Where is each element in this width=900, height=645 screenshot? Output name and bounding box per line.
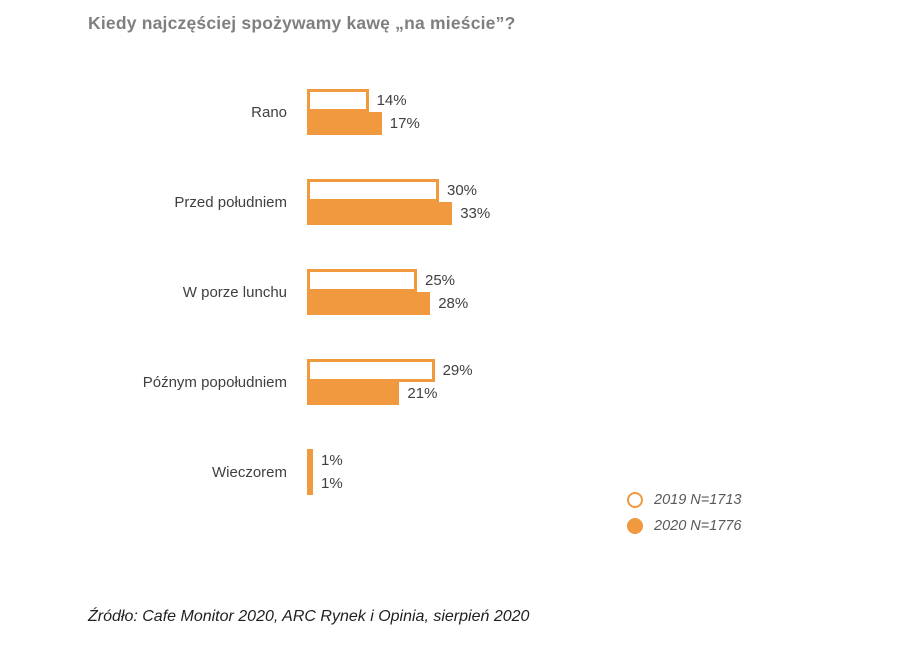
value-label-2019: 30% [447, 182, 478, 199]
bar-2020 [307, 112, 382, 135]
legend-label-2019: 2019 N=1713 [654, 492, 742, 508]
bar-2019 [307, 179, 439, 202]
bar-2019 [307, 269, 417, 292]
bar-2020 [307, 472, 313, 495]
legend-item-2020: 2020 N=1776 [627, 513, 741, 539]
bar-2020 [307, 202, 453, 225]
bar-2019 [307, 89, 369, 112]
value-label-2019: 29% [442, 362, 473, 379]
bar-2019 [307, 359, 435, 382]
category-label: Przed południem [174, 193, 287, 211]
circle-outline-icon [627, 492, 643, 508]
category-label: Wieczorem [211, 463, 287, 481]
category-label: W porze lunchu [182, 283, 287, 301]
value-label-2019: 25% [425, 272, 456, 289]
value-label-2019: 14% [376, 92, 407, 109]
source-citation: Źródło: Cafe Monitor 2020, ARC Rynek i O… [88, 608, 530, 625]
bar-group: Wieczorem 1% 1% [0, 449, 900, 495]
legend: 2019 N=1713 2020 N=1776 [627, 487, 741, 539]
bar-pair: 25% 28% [307, 269, 468, 315]
bar-group: Rano 14% 17% [0, 89, 900, 135]
bar-pair: 14% 17% [307, 89, 420, 135]
bar-group: Późnym popołudniem 29% 21% [0, 359, 900, 405]
value-label-2020: 21% [407, 385, 438, 402]
category-label: Późnym popołudniem [142, 373, 287, 391]
legend-item-2019: 2019 N=1713 [627, 487, 741, 513]
value-label-2020: 28% [438, 295, 469, 312]
category-label: Rano [251, 103, 287, 121]
value-label-2020: 33% [460, 205, 491, 222]
circle-filled-icon [627, 518, 643, 534]
bar-pair: 30% 33% [307, 179, 490, 225]
bar-group: W porze lunchu 25% 28% [0, 269, 900, 315]
bar-2019 [307, 449, 313, 472]
page-title: Kiedy najczęściej spożywamy kawę „na mie… [88, 13, 516, 33]
value-label-2020: 17% [389, 115, 420, 132]
value-label-2019: 1% [321, 452, 343, 469]
bar-group: Przed południem 30% 33% [0, 179, 900, 225]
legend-label-2020: 2020 N=1776 [654, 518, 742, 534]
bar-chart: Rano 14% 17% Przed południem 30% 33% W porze l… [0, 89, 900, 509]
value-label-2020: 1% [321, 475, 343, 492]
bar-pair: 29% 21% [307, 359, 473, 405]
bar-pair: 1% 1% [307, 449, 343, 495]
bar-2020 [307, 292, 431, 315]
bar-2020 [307, 382, 400, 405]
